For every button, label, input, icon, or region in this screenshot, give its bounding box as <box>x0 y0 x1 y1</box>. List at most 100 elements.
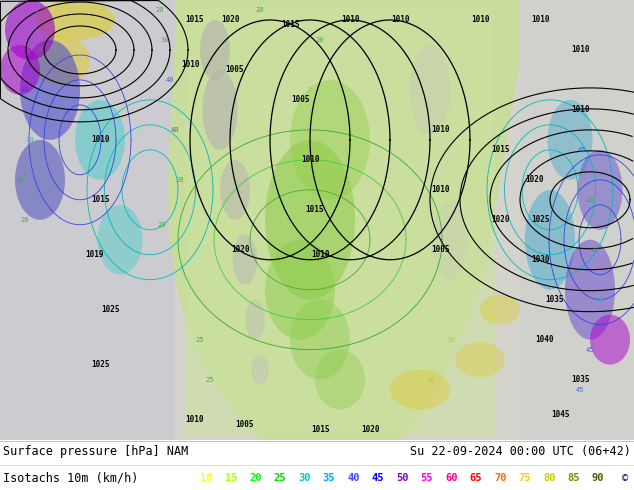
Text: 1010: 1010 <box>430 185 450 195</box>
Ellipse shape <box>251 355 269 385</box>
Text: 75: 75 <box>519 473 531 483</box>
Text: 1035: 1035 <box>546 295 564 304</box>
Text: 30: 30 <box>26 137 34 143</box>
Text: 1015: 1015 <box>311 425 329 434</box>
Text: 1005: 1005 <box>236 420 254 429</box>
Text: 30: 30 <box>161 37 169 43</box>
Text: 20: 20 <box>249 473 261 483</box>
Text: 40: 40 <box>347 473 359 483</box>
Text: 1020: 1020 <box>361 425 379 434</box>
Text: 20: 20 <box>176 177 184 183</box>
Ellipse shape <box>265 240 335 340</box>
Text: 1010: 1010 <box>531 16 549 24</box>
Ellipse shape <box>98 205 143 275</box>
Text: 40: 40 <box>596 296 604 303</box>
Text: 50: 50 <box>396 473 408 483</box>
Text: 70: 70 <box>494 473 507 483</box>
Text: 30: 30 <box>298 473 311 483</box>
Text: 1010: 1010 <box>430 125 450 134</box>
Text: 1040: 1040 <box>536 335 554 344</box>
Text: 1020: 1020 <box>526 175 544 184</box>
Bar <box>0 0 175 440</box>
Ellipse shape <box>220 160 250 220</box>
Text: 45: 45 <box>372 473 384 483</box>
Text: 40: 40 <box>165 77 174 83</box>
Text: 50: 50 <box>36 47 44 53</box>
Bar <box>520 0 634 440</box>
Text: 1020: 1020 <box>491 215 509 224</box>
Text: 50: 50 <box>41 7 49 13</box>
Text: 1010: 1010 <box>181 60 199 70</box>
Text: 20: 20 <box>21 217 29 223</box>
Text: 45: 45 <box>586 346 594 353</box>
Text: 10: 10 <box>200 473 212 483</box>
Ellipse shape <box>20 40 80 140</box>
Text: 1020: 1020 <box>231 245 249 254</box>
Text: 1045: 1045 <box>551 410 569 419</box>
Text: Su 22-09-2024 00:00 UTC (06+42): Su 22-09-2024 00:00 UTC (06+42) <box>410 445 631 458</box>
Text: 1015: 1015 <box>91 196 109 204</box>
Text: 1005: 1005 <box>226 66 244 74</box>
Text: 1005: 1005 <box>430 245 450 254</box>
Bar <box>185 5 495 435</box>
Text: 20: 20 <box>591 247 599 253</box>
Text: 0: 0 <box>308 87 312 93</box>
Text: © weatheronline.co.uk: © weatheronline.co.uk <box>621 473 634 483</box>
Ellipse shape <box>290 300 350 380</box>
Text: 35: 35 <box>323 473 335 483</box>
Text: 40: 40 <box>171 127 179 133</box>
Text: 20: 20 <box>586 197 594 203</box>
Text: 1010: 1010 <box>311 250 329 259</box>
Text: 10: 10 <box>446 337 454 343</box>
Text: 1015: 1015 <box>281 21 299 29</box>
Text: 1010: 1010 <box>91 135 109 145</box>
Text: 45: 45 <box>578 147 586 153</box>
Ellipse shape <box>548 100 593 180</box>
Text: 20: 20 <box>316 37 324 43</box>
Ellipse shape <box>30 35 90 85</box>
Text: 1015: 1015 <box>186 16 204 24</box>
Ellipse shape <box>233 235 257 285</box>
Text: 90: 90 <box>592 473 604 483</box>
Ellipse shape <box>410 45 450 135</box>
Text: 1015: 1015 <box>491 146 509 154</box>
Text: 1010: 1010 <box>301 155 320 164</box>
Text: 1010: 1010 <box>571 46 589 54</box>
Text: Isotachs 10m (km/h): Isotachs 10m (km/h) <box>3 471 138 485</box>
Text: 1005: 1005 <box>291 96 309 104</box>
Text: 1010: 1010 <box>571 105 589 114</box>
Ellipse shape <box>455 342 505 377</box>
Text: 1035: 1035 <box>571 375 589 384</box>
Ellipse shape <box>590 315 630 365</box>
Text: 1015: 1015 <box>306 205 324 214</box>
Ellipse shape <box>200 20 230 80</box>
Text: 25: 25 <box>196 337 204 343</box>
Text: 1019: 1019 <box>86 250 104 259</box>
Text: 1010: 1010 <box>340 16 359 24</box>
Ellipse shape <box>290 80 370 200</box>
Text: 1020: 1020 <box>221 16 239 24</box>
Ellipse shape <box>75 100 125 180</box>
Ellipse shape <box>565 240 615 340</box>
Text: 40: 40 <box>21 87 29 93</box>
Ellipse shape <box>525 190 575 290</box>
Text: 20: 20 <box>256 7 264 13</box>
Text: 1025: 1025 <box>531 215 549 224</box>
Text: 55: 55 <box>31 7 39 13</box>
Text: 1010: 1010 <box>471 16 489 24</box>
Text: 20: 20 <box>158 222 166 228</box>
Text: 1030: 1030 <box>531 255 549 264</box>
Text: 55: 55 <box>420 473 433 483</box>
Ellipse shape <box>5 0 55 60</box>
Ellipse shape <box>578 150 623 230</box>
Text: 1025: 1025 <box>101 305 119 314</box>
Text: 20: 20 <box>156 7 164 13</box>
Ellipse shape <box>390 369 450 410</box>
Text: 1025: 1025 <box>91 360 109 369</box>
Ellipse shape <box>265 140 355 300</box>
Ellipse shape <box>35 0 115 40</box>
Ellipse shape <box>202 70 238 150</box>
Text: 1010: 1010 <box>186 415 204 424</box>
Text: 25: 25 <box>273 473 286 483</box>
Text: 15: 15 <box>224 473 237 483</box>
